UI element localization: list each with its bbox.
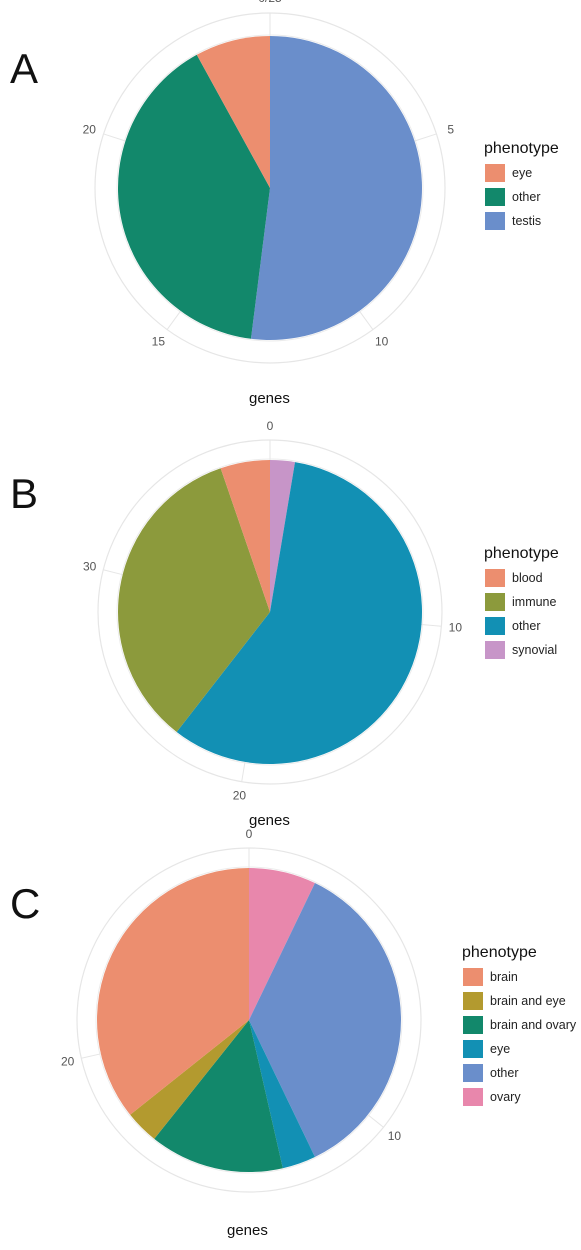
legend-swatch (484, 592, 506, 612)
legend-item: eye (484, 161, 559, 185)
legend-b: phenotype blood immune other synovial (484, 545, 559, 662)
legend-swatch (462, 1087, 484, 1107)
legend-swatch (484, 163, 506, 183)
legend-item: brain and eye (462, 989, 576, 1013)
pie-slice-ovary (249, 868, 315, 1020)
legend-label: brain and ovary (490, 1018, 577, 1032)
tick-label: 0/25 (258, 0, 282, 5)
grid-line (103, 569, 123, 576)
grid-line (358, 310, 374, 330)
legend-item: testis (484, 209, 559, 233)
x-axis-label-b: genes (249, 812, 290, 829)
legend-label: other (512, 619, 541, 633)
legend-swatch (484, 640, 506, 660)
legend-item: synovial (484, 638, 559, 662)
pie-slice-synovial (270, 460, 296, 612)
legend-swatch (462, 1039, 484, 1059)
legend-swatch (484, 187, 506, 207)
legend-label: blood (512, 571, 543, 585)
legend-a: phenotype eye other testis (484, 140, 559, 233)
legend-label: synovial (512, 643, 558, 657)
pie-slice-testis (250, 36, 423, 340)
legend-item: other (484, 185, 559, 209)
grid-line (414, 133, 437, 142)
pie-slice-brain-and-eye (130, 1020, 249, 1139)
pie-slice-brain (96, 868, 249, 1115)
legend-swatch (462, 991, 484, 1011)
tick-label: 20 (233, 788, 247, 802)
legend-label: brain and eye (490, 994, 566, 1008)
legend-item: other (484, 614, 559, 638)
pie-a: 0/25 5 10 15 20 (83, 0, 454, 364)
legend-item: ovary (462, 1085, 576, 1109)
legend-title: phenotype (484, 545, 559, 562)
pie-c: 0 10 20 (61, 827, 422, 1193)
tick-label: 10 (375, 335, 389, 349)
tick-label: 5 (447, 122, 454, 136)
tick-label: 0 (246, 827, 253, 841)
grid-line (367, 1114, 384, 1128)
legend-label: other (512, 190, 541, 204)
grid-line (166, 310, 182, 330)
tick-label: 30 (83, 559, 97, 573)
grid-line (421, 624, 442, 627)
pie-slice-brain-and-ovary (154, 1020, 283, 1172)
grid-line (103, 133, 126, 142)
tick-label: 10 (449, 620, 463, 634)
legend-label: other (490, 1066, 519, 1080)
legend-swatch (462, 967, 484, 987)
pie-b: 0 10 20 30 (83, 419, 462, 802)
legend-item: eye (462, 1037, 576, 1061)
pie-slice-other (249, 883, 401, 1157)
x-axis-label-c: genes (227, 1222, 268, 1239)
legend-swatch (484, 211, 506, 231)
tick-label: 15 (152, 335, 166, 349)
pie-slice-blood (220, 460, 270, 612)
legend-item: other (462, 1061, 576, 1085)
legend-title: phenotype (484, 140, 559, 157)
legend-label: testis (512, 214, 542, 228)
legend-swatch (484, 568, 506, 588)
legend-swatch (462, 1063, 484, 1083)
legend-item: brain and ovary (462, 1013, 576, 1037)
panel-letter-b: B (10, 470, 39, 517)
legend-swatch (484, 616, 506, 636)
legend-label: brain (490, 970, 518, 984)
legend-label: eye (512, 166, 533, 180)
legend-item: immune (484, 590, 559, 614)
legend-c: phenotype brain brain and eye brain and … (462, 944, 576, 1109)
legend-item: brain (462, 965, 576, 989)
pie-slice-other (176, 462, 422, 764)
pie-slice-immune (117, 468, 270, 732)
legend-label: immune (512, 595, 557, 609)
pie-slice-eye (196, 36, 270, 188)
tick-label: 20 (83, 122, 97, 136)
legend-swatch (462, 1015, 484, 1035)
tick-label: 0 (267, 419, 274, 433)
x-axis-label-a: genes (249, 390, 290, 407)
legend-item: blood (484, 566, 559, 590)
pie-slice-other (118, 54, 271, 339)
pie-slice-eye (249, 1020, 315, 1169)
panel-letter-c: C (10, 880, 41, 927)
legend-label: eye (490, 1042, 511, 1056)
grid-line (81, 1053, 101, 1059)
legend-title: phenotype (462, 944, 537, 961)
panel-letter-a: A (10, 45, 39, 92)
grid-line (241, 761, 246, 782)
tick-label: 10 (388, 1129, 402, 1143)
legend-label: ovary (490, 1090, 521, 1104)
tick-label: 20 (61, 1054, 75, 1068)
